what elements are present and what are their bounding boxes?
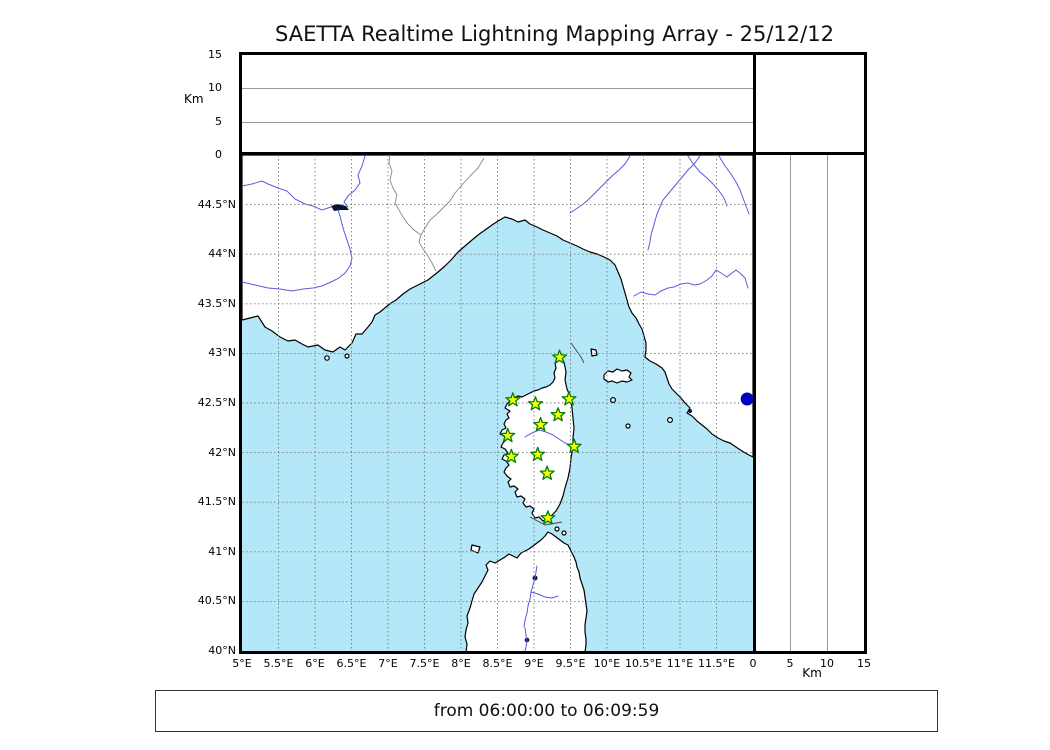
river-sardinia <box>523 565 538 628</box>
france-italy-border <box>418 157 485 272</box>
lon-tick-label: 8°E <box>451 657 471 670</box>
river-durance-west <box>242 180 332 211</box>
right-alt-tick-label: 10 <box>820 657 834 670</box>
alpine-lake <box>331 204 349 211</box>
lat-tick-label: 44.5°N <box>197 197 236 211</box>
river-po-tributary-2 <box>647 155 701 251</box>
right-alt-tick-label: 0 <box>749 657 757 670</box>
lon-tick-label: 6°E <box>305 657 325 670</box>
lon-tick-label: 5°E <box>232 657 252 670</box>
right-alt-tick-label: 15 <box>857 657 871 670</box>
lon-tick-label: 9.5°E <box>555 657 586 670</box>
hyeres-island <box>324 355 330 361</box>
right-alt-tick-label: 5 <box>786 657 794 670</box>
lat-tick-label: 42°N <box>208 445 236 459</box>
lat-tick-label: 40.5°N <box>197 594 236 608</box>
station-star <box>566 438 582 454</box>
lat-tick-label: 43°N <box>208 346 236 360</box>
lon-tick-label: 7°E <box>378 657 398 670</box>
time-range-box: from 06:00:00 to 06:09:59 <box>155 690 938 732</box>
river-po-tributary <box>569 155 631 214</box>
station-star <box>552 349 568 364</box>
capraia-island <box>590 348 598 357</box>
top-alt-tick-label: 5 <box>215 114 222 128</box>
lat-tick-label: 43.5°N <box>197 296 236 310</box>
altitude-gridline <box>790 155 791 651</box>
lat-tick-label: 44°N <box>208 247 236 261</box>
giglio-island <box>666 417 673 424</box>
corsica-coastline <box>499 354 575 522</box>
altitude-gridline <box>827 155 828 651</box>
lat-tick-label: 42.5°N <box>197 396 236 409</box>
lat-tick-label: 41°N <box>208 544 236 558</box>
map-panel <box>242 155 753 651</box>
asinara-island <box>470 544 481 554</box>
station-star <box>540 510 556 525</box>
bonifacio-strait-line <box>529 516 563 526</box>
time-range-text: from 06:00:00 to 06:09:59 <box>433 701 660 721</box>
station-star <box>503 448 519 464</box>
corner-panel <box>753 52 867 158</box>
city-marker-layer <box>740 392 753 406</box>
lon-tick-label: 10°E <box>593 657 621 670</box>
lon-tick-label: 6.5°E <box>336 657 367 670</box>
map-gridlines <box>242 155 753 651</box>
lon-tick-label: 8.5°E <box>482 657 513 670</box>
montecristo-island <box>625 423 631 429</box>
hyeres-island-2 <box>344 353 350 359</box>
right-axis-unit-label: Km <box>802 666 822 680</box>
lon-tick-label: 10.5°E <box>625 657 662 670</box>
city-dot-marker <box>740 392 753 406</box>
page-title: SAETTA Realtime Lightning Mapping Array … <box>275 22 834 46</box>
river-po-tributary-4 <box>718 155 750 215</box>
lon-tick-label: 7.5°E <box>409 657 440 670</box>
station-star <box>505 392 521 407</box>
maddalena-island-2 <box>561 530 567 536</box>
station-star <box>539 465 555 480</box>
station-star <box>561 391 577 406</box>
lon-tick-label: 5.5°E <box>263 657 294 670</box>
top-alt-tick-label: 15 <box>208 48 222 61</box>
river-po-tributary-3 <box>687 155 728 207</box>
river-golo <box>524 429 572 447</box>
altitude-longitude-panel <box>239 52 756 158</box>
pianosa-island <box>609 397 616 404</box>
river-arno <box>633 269 749 297</box>
lon-tick-label: 11.5°E <box>698 657 735 670</box>
lat-tick-label: 40°N <box>208 644 236 657</box>
station-star <box>530 446 546 462</box>
mainland-coastline <box>242 155 753 458</box>
border-branch <box>388 155 422 236</box>
lon-tick-label: 9°E <box>524 657 544 670</box>
station-star <box>533 416 549 432</box>
orbetello-lagoon <box>688 409 692 413</box>
top-alt-tick-label: 0 <box>215 148 222 161</box>
lon-tick-label: 11°E <box>666 657 694 670</box>
river-sardinia-2 <box>524 627 528 651</box>
altitude-gridline <box>242 121 753 123</box>
top-axis-unit-label: Km <box>184 92 204 106</box>
river-sardinia-branch <box>530 591 559 599</box>
station-star <box>527 396 543 411</box>
river-durance-lower <box>242 209 353 292</box>
station-star <box>550 407 566 422</box>
station-markers <box>500 349 582 525</box>
lat-tick-label: 41.5°N <box>197 495 236 509</box>
top-alt-tick-label: 10 <box>208 81 222 95</box>
river-durance-upper <box>343 155 366 208</box>
elba-island <box>603 368 633 384</box>
altitude-latitude-panel <box>753 152 867 654</box>
station-star <box>500 427 516 443</box>
maddalena-island <box>554 526 560 532</box>
altitude-gridline <box>242 88 753 90</box>
sardinia-coastline <box>464 531 588 651</box>
